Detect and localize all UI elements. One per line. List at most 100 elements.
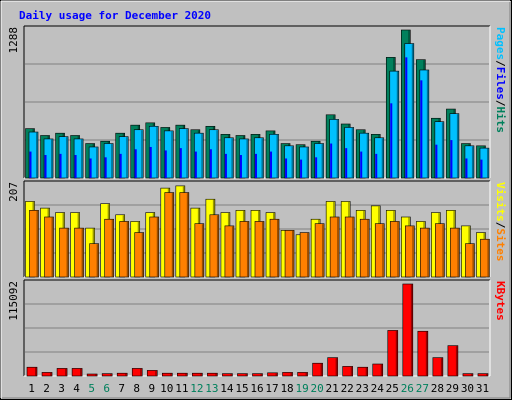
x-tick-day-1: 1 xyxy=(28,382,35,395)
bar-kbytes-day-20-shade xyxy=(320,363,323,376)
bar-pages-day-13-body xyxy=(209,129,219,179)
bar-sites-day-13-body xyxy=(209,214,220,278)
bar-kbytes-day-4 xyxy=(71,368,83,377)
panel-hits-files-pages-legend: Pages/Files/Hits xyxy=(494,27,507,133)
panel-visits-sites-legend-item: Sites xyxy=(494,228,507,261)
bar-kbytes-day-14-shade xyxy=(230,374,232,376)
bar-kbytes-day-3-body xyxy=(56,368,68,377)
bar-pages-day-25 xyxy=(389,70,400,179)
bar-sites-day-17 xyxy=(269,218,280,278)
bar-pages-day-6-shade xyxy=(111,144,113,178)
bar-files-day-7 xyxy=(119,153,122,178)
bar-sites-day-2-shade xyxy=(51,217,54,277)
x-tick-day-28: 28 xyxy=(431,382,444,395)
bar-pages-day-17-body xyxy=(269,134,279,179)
bar-sites-day-28-body xyxy=(435,223,445,278)
bar-kbytes-day-27 xyxy=(417,330,429,377)
bar-files-day-2 xyxy=(44,155,47,178)
bar-sites-day-14-body xyxy=(224,225,235,278)
bar-sites-day-24 xyxy=(374,223,385,278)
bar-sites-day-9-shade xyxy=(156,217,159,277)
bar-sites-day-28-shade xyxy=(442,224,444,277)
panel-visits-sites-legend-item: / xyxy=(494,222,507,229)
bar-pages-day-1 xyxy=(28,131,39,179)
x-tick-day-3: 3 xyxy=(58,382,65,395)
bar-pages-day-14 xyxy=(224,137,234,179)
bar-sites-day-30 xyxy=(465,243,475,278)
bar-pages-day-29-body xyxy=(449,113,460,179)
x-tick-day-9: 9 xyxy=(148,382,155,395)
x-tick-day-30: 30 xyxy=(461,382,474,395)
bar-sites-day-14 xyxy=(224,225,235,278)
bar-files-day-21 xyxy=(330,143,333,178)
bar-kbytes-day-31-shade xyxy=(485,374,488,376)
bar-pages-day-24 xyxy=(374,137,385,179)
bar-pages-day-7-shade xyxy=(126,137,128,178)
x-tick-day-22: 22 xyxy=(341,382,354,395)
bar-kbytes-day-7-shade xyxy=(125,373,127,376)
bar-sites-day-27-body xyxy=(420,227,430,278)
bar-sites-day-2-body xyxy=(44,216,54,278)
bar-kbytes-day-21 xyxy=(327,357,338,377)
bar-pages-day-30-body xyxy=(464,145,475,179)
bar-kbytes-day-12-shade xyxy=(200,373,202,376)
bar-kbytes-day-24-shade xyxy=(380,364,383,376)
bar-sites-day-8-body xyxy=(134,232,145,278)
bar-pages-day-20 xyxy=(314,143,324,179)
bar-kbytes-day-28-shade xyxy=(440,358,443,376)
bar-files-day-16 xyxy=(254,153,257,178)
bar-sites-day-9-body xyxy=(149,216,160,278)
bar-files-day-29 xyxy=(450,140,453,178)
bar-pages-day-3-shade xyxy=(66,137,68,178)
bar-pages-day-7 xyxy=(118,136,129,179)
bar-sites-day-7-body xyxy=(119,221,129,278)
bar-kbytes-day-7-body xyxy=(116,372,128,377)
x-tick-day-16: 16 xyxy=(250,382,263,395)
x-tick-day-21: 21 xyxy=(326,382,339,395)
bar-pages-day-29-shade xyxy=(456,114,459,178)
bar-sites-day-28 xyxy=(435,223,445,278)
x-tick-day-15: 15 xyxy=(235,382,248,395)
bar-files-day-31 xyxy=(480,159,483,178)
bar-sites-day-1-body xyxy=(29,210,39,278)
bar-sites-day-26-shade xyxy=(412,226,414,277)
bar-pages-day-30-shade xyxy=(471,146,474,178)
bar-pages-day-1-shade xyxy=(36,132,38,178)
bar-kbytes-day-31-body xyxy=(477,373,489,377)
bar-pages-day-5-shade xyxy=(96,147,98,178)
bar-kbytes-day-13-body xyxy=(207,372,218,377)
bar-sites-day-11-shade xyxy=(186,193,189,277)
x-tick-day-13: 13 xyxy=(205,382,218,395)
bar-kbytes-day-5 xyxy=(86,373,98,377)
bar-pages-day-24-shade xyxy=(381,138,384,178)
x-tick-day-29: 29 xyxy=(446,382,459,395)
bar-files-day-9 xyxy=(149,146,152,178)
chart-title: Daily usage for December 2020 xyxy=(19,9,211,22)
bar-files-day-1 xyxy=(29,151,32,178)
bar-kbytes-day-21-body xyxy=(327,357,338,377)
bar-pages-day-12-shade xyxy=(201,133,203,178)
bar-sites-day-8 xyxy=(134,232,145,278)
bar-files-day-20 xyxy=(315,157,318,178)
bar-sites-day-29 xyxy=(450,227,460,278)
bar-pages-day-31-body xyxy=(479,147,490,179)
bar-kbytes-day-30 xyxy=(462,373,474,377)
bar-pages-day-11 xyxy=(179,128,189,179)
bar-kbytes-day-10-shade xyxy=(170,373,172,376)
bar-pages-day-28 xyxy=(434,121,445,179)
x-tick-day-14: 14 xyxy=(220,382,234,395)
panel-hits-files-pages-legend-item: Pages xyxy=(494,27,507,60)
bar-pages-day-4-body xyxy=(73,138,84,179)
x-tick-day-2: 2 xyxy=(43,382,50,395)
bar-files-day-23 xyxy=(360,151,363,178)
bar-sites-day-17-body xyxy=(269,218,280,278)
bar-sites-day-5 xyxy=(89,243,99,278)
bar-kbytes-day-25 xyxy=(387,330,399,377)
x-tick-day-19: 19 xyxy=(295,382,308,395)
panel-kbytes-legend: KBytes xyxy=(494,281,507,321)
bar-sites-day-27 xyxy=(420,227,430,278)
bar-pages-day-5-body xyxy=(88,146,99,179)
bar-kbytes-day-27-body xyxy=(417,330,429,377)
bar-pages-day-30 xyxy=(464,145,475,179)
bar-kbytes-day-26-shade xyxy=(410,284,413,376)
